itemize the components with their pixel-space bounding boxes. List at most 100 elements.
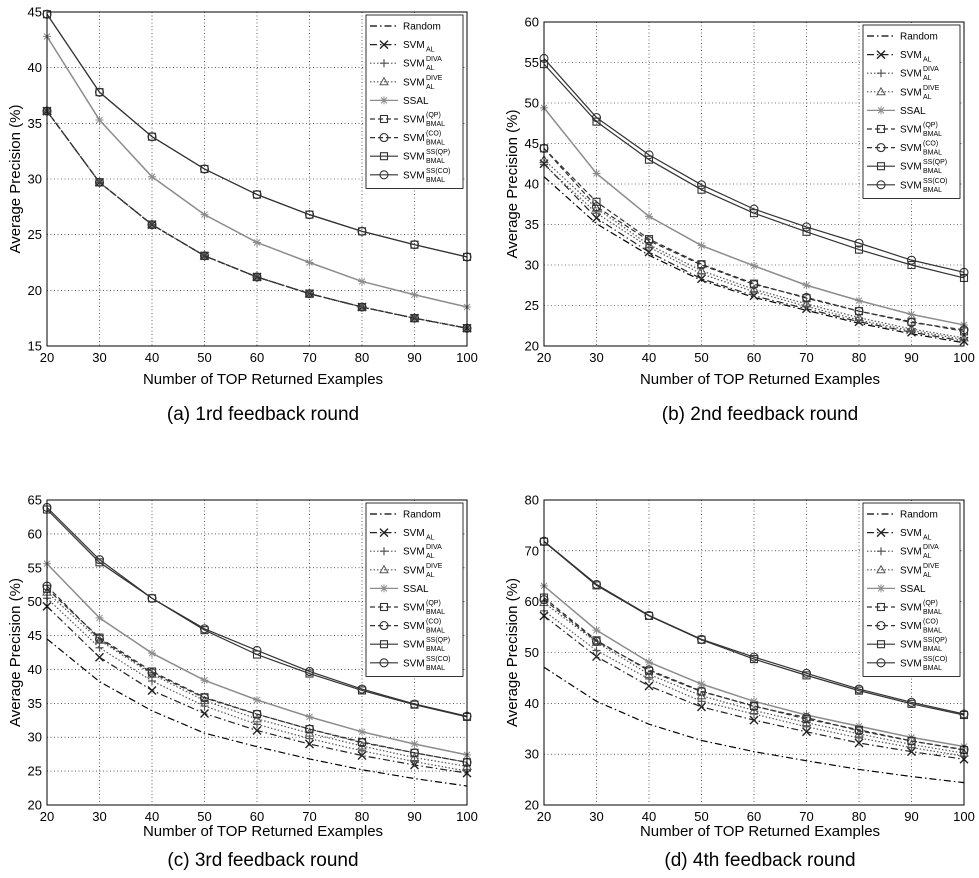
legend-item: SVM DIVA AL	[867, 66, 939, 82]
legend-marker	[379, 76, 389, 86]
x-tick-label: 60	[250, 350, 264, 365]
legend-label-subscript: BMAL	[426, 646, 445, 653]
legend-item: SVM (QP) BMAL	[867, 600, 942, 616]
legend-label: Random	[403, 510, 441, 521]
data-point	[147, 132, 157, 142]
data-point	[357, 738, 367, 748]
data-point	[906, 736, 917, 746]
legend-label: SVM	[403, 640, 425, 651]
chart-panel-2: 20 30 40 50 60 70 80 90 100 20 25 30 35 40 45 50 55 60 Ran…	[504, 15, 975, 426]
y-tick-label: 30	[525, 747, 539, 762]
data-point	[200, 676, 209, 685]
series-line	[46, 507, 468, 717]
data-point	[591, 579, 602, 589]
data-point	[409, 313, 420, 323]
legend-marker	[876, 621, 886, 631]
y-tick-label: 20	[525, 798, 539, 813]
data-point	[802, 302, 811, 311]
x-tick-label: 90	[407, 350, 421, 365]
data-point	[305, 712, 314, 721]
legend-marker	[379, 621, 389, 631]
data-point	[94, 555, 105, 565]
data-point	[697, 185, 706, 194]
legend-label-superscript: (CO)	[426, 131, 441, 138]
y-tick-label: 40	[525, 696, 539, 711]
y-tick-label: 60	[28, 526, 42, 541]
legend-label: SVM	[900, 603, 922, 614]
data-point	[645, 674, 653, 683]
data-point	[696, 686, 707, 696]
data-point	[95, 613, 104, 622]
data-point	[147, 668, 157, 678]
data-point	[749, 291, 759, 301]
legend-label: Random	[900, 510, 938, 521]
x-tick-label: 90	[904, 809, 918, 824]
legend-item: SVM AL	[370, 40, 435, 54]
legend-marker	[380, 96, 388, 105]
legend-marker	[379, 640, 389, 649]
x-tick-label: 40	[642, 350, 656, 365]
panel-caption: (a) 1rd feedback round	[167, 404, 359, 425]
data-point	[645, 212, 653, 221]
y-tick-label: 45	[28, 628, 42, 643]
x-axis-label: Number of TOP Returned Examples	[640, 371, 880, 388]
x-tick-label: 80	[852, 350, 866, 365]
x-tick-label: 30	[589, 809, 603, 824]
data-point	[644, 247, 654, 257]
data-point	[644, 236, 654, 246]
legend-label: Random	[403, 22, 441, 33]
data-point	[591, 113, 602, 123]
plot-frame	[543, 21, 965, 347]
plot-frame	[543, 499, 965, 806]
data-point	[749, 284, 759, 293]
legend-label-superscript: DIVA	[923, 66, 939, 73]
data-point	[696, 265, 707, 275]
data-point	[591, 202, 602, 212]
legend-item: SSAL	[370, 96, 429, 107]
legend-label: SVM	[900, 125, 922, 136]
legend-label-subscript: BMAL	[923, 150, 942, 157]
data-point	[95, 652, 104, 662]
plot-frame	[46, 11, 468, 347]
y-tick-label: 50	[28, 594, 42, 609]
data-point	[801, 298, 812, 308]
y-tick-label: 35	[28, 116, 42, 131]
data-point	[697, 241, 706, 250]
data-point	[749, 204, 759, 214]
legend-item: SVM SS(CO) BMAL	[867, 178, 948, 194]
y-tick-label: 70	[525, 543, 539, 558]
data-point	[409, 699, 420, 709]
data-point	[592, 646, 601, 655]
y-tick-label: 45	[28, 5, 42, 20]
x-tick-label: 100	[953, 350, 975, 365]
legend-label: SVM	[403, 565, 425, 576]
legend-label-subscript: BMAL	[426, 665, 445, 672]
data-point	[750, 261, 758, 270]
y-tick-label: 40	[28, 60, 42, 75]
data-point	[644, 150, 654, 160]
legend-marker	[379, 152, 389, 161]
data-point	[749, 279, 759, 289]
legend-label-subscript: AL	[426, 84, 435, 91]
data-point	[304, 724, 315, 734]
data-point	[147, 593, 157, 603]
y-tick-label: 25	[28, 227, 42, 242]
data-point	[696, 260, 707, 270]
legend-label-subscript: AL	[923, 75, 932, 82]
legend-label-subscript: AL	[923, 94, 932, 101]
y-tick-label: 30	[28, 730, 42, 745]
data-point	[358, 277, 366, 286]
y-tick-label: 20	[525, 339, 539, 354]
legend-label-superscript: SS(CO)	[923, 178, 948, 185]
legend-label: SSAL	[900, 106, 926, 117]
series-line	[46, 13, 468, 258]
x-tick-label: 40	[642, 809, 656, 824]
legend-item: Random	[867, 510, 938, 521]
data-point	[357, 684, 367, 694]
x-axis-label: Number of TOP Returned Examples	[640, 823, 880, 840]
legend-label-subscript: BMAL	[923, 665, 942, 672]
